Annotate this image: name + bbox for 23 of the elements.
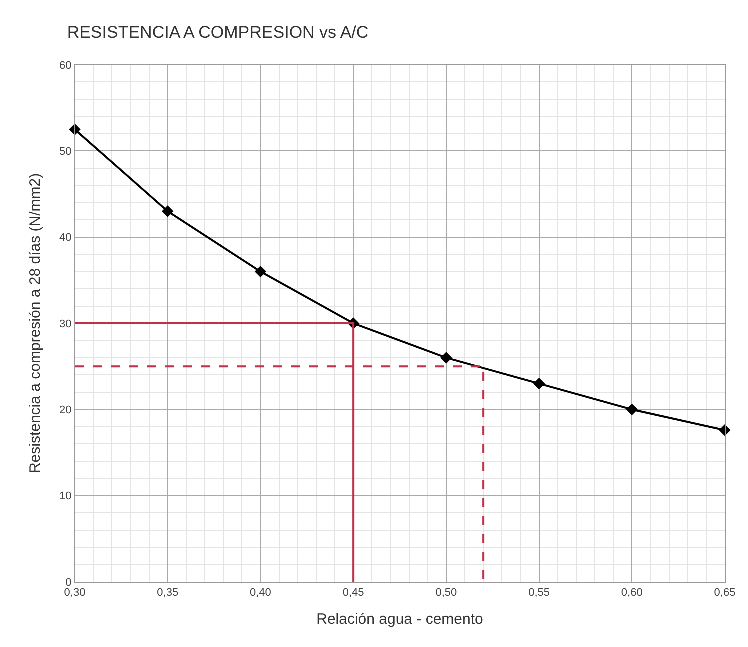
y-tick-label: 10 xyxy=(60,490,72,503)
chart-title: RESISTENCIA A COMPRESION vs A/C xyxy=(67,22,369,42)
x-axis-title: Relación agua - cemento xyxy=(316,611,484,628)
x-tick-label: 0,65 xyxy=(714,587,736,600)
point xyxy=(440,352,452,364)
y-tick-label: 50 xyxy=(60,146,72,158)
point xyxy=(254,266,267,278)
y-axis-title: Resistencia a compresión a 28 días (N/mm2) xyxy=(26,173,44,474)
point xyxy=(626,404,638,416)
y-tick-label: 30 xyxy=(60,318,72,330)
x-tick-label: 0,40 xyxy=(250,587,272,600)
y-tick-label: 0 xyxy=(66,576,72,589)
point xyxy=(162,206,174,218)
x-tick-label: 0,35 xyxy=(157,587,179,600)
x-tick-label: 0,45 xyxy=(342,587,364,600)
x-tick-label: 0,60 xyxy=(621,587,643,600)
x-tick-label: 0,55 xyxy=(528,587,550,600)
y-tick-label: 20 xyxy=(60,404,72,417)
y-tick-label: 40 xyxy=(60,232,72,244)
point xyxy=(533,378,546,390)
y-tick-label: 60 xyxy=(60,60,72,72)
x-tick-label: 0,30 xyxy=(64,587,86,600)
x-tick-label: 0,50 xyxy=(436,587,458,600)
